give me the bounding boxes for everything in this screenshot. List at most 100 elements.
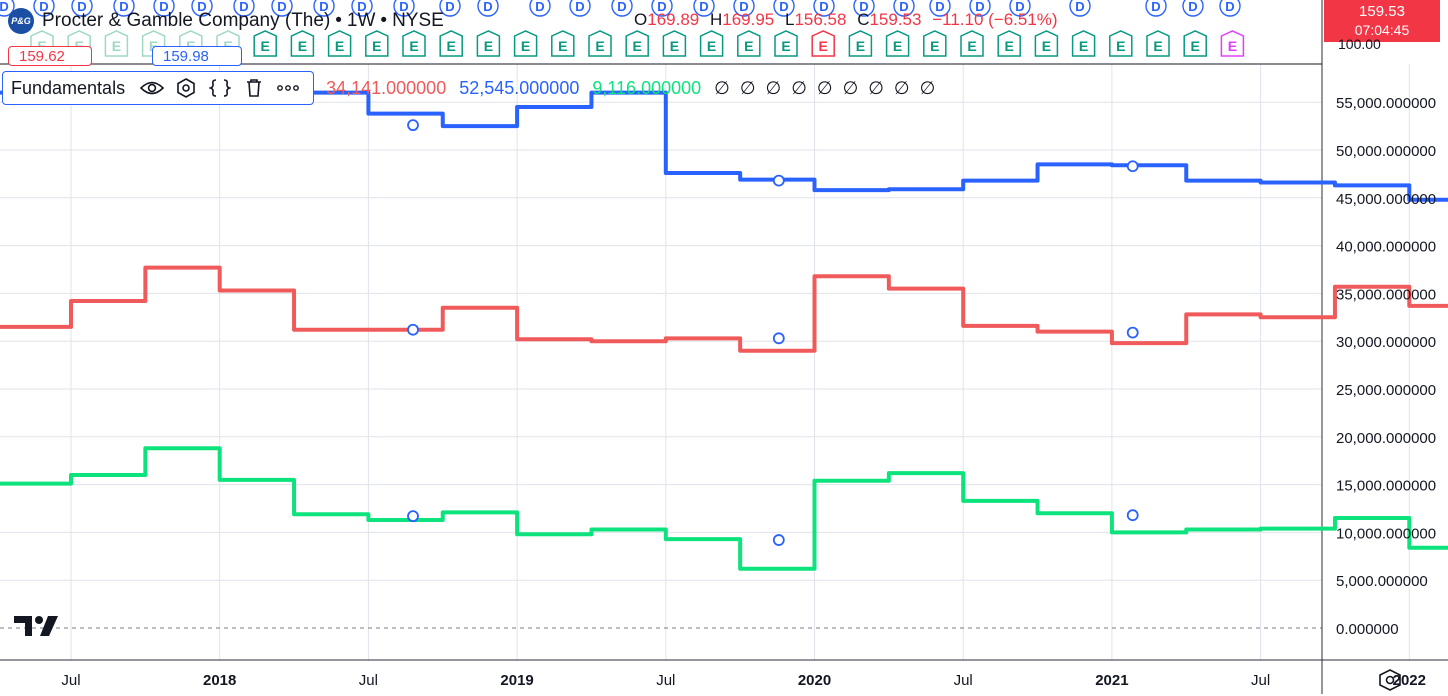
- earnings-marker[interactable]: E: [625, 30, 649, 57]
- earnings-marker[interactable]: E: [960, 30, 984, 57]
- last-price-tag: 159.53 07:04:45: [1324, 0, 1440, 42]
- dividend-marker-shape: [71, 0, 93, 17]
- earnings-marker-shape: [402, 30, 426, 57]
- earnings-marker[interactable]: E: [1071, 30, 1096, 57]
- dividend-marker-label: D: [159, 0, 168, 14]
- dividend-marker[interactable]: D: [813, 0, 835, 17]
- x-tick-label: Jul: [954, 672, 973, 689]
- earnings-marker[interactable]: E: [513, 30, 538, 57]
- dividend-marker-shape: [477, 0, 499, 17]
- earnings-marker-upcoming[interactable]: E: [1220, 30, 1245, 57]
- dividend-marker[interactable]: D: [529, 0, 551, 17]
- earnings-marker-shape: [476, 30, 501, 57]
- dividend-marker[interactable]: D: [969, 0, 991, 17]
- dividend-marker-shape: [1182, 0, 1204, 17]
- dividend-marker[interactable]: D: [233, 0, 255, 17]
- y-tick-label: 40,000.000000: [1336, 239, 1436, 256]
- report-marker[interactable]: [407, 119, 419, 132]
- chart-settings-icon[interactable]: [1378, 669, 1402, 691]
- dividend-marker[interactable]: D: [929, 0, 951, 17]
- earnings-marker[interactable]: E: [253, 30, 277, 57]
- dividend-marker[interactable]: D: [893, 0, 915, 17]
- dividend-marker-label: D: [535, 0, 544, 14]
- earnings-marker[interactable]: E: [923, 30, 947, 57]
- earnings-marker[interactable]: E: [588, 30, 612, 57]
- earnings-marker-label: E: [856, 38, 865, 54]
- dividend-marker[interactable]: D: [853, 0, 875, 17]
- earnings-marker[interactable]: E: [476, 30, 501, 57]
- source-code-icon[interactable]: [207, 75, 233, 101]
- earnings-marker[interactable]: E: [1183, 30, 1207, 57]
- earnings-marker[interactable]: E: [774, 30, 798, 57]
- tradingview-logo[interactable]: [12, 612, 60, 640]
- eye-icon[interactable]: [139, 75, 165, 101]
- legend-box[interactable]: Fundamentals: [2, 71, 315, 105]
- earnings-marker[interactable]: E: [1034, 30, 1059, 57]
- dividend-marker[interactable]: D: [71, 0, 93, 17]
- dividend-marker[interactable]: D: [313, 0, 335, 17]
- earnings-marker[interactable]: E: [439, 30, 463, 57]
- dividend-marker-label: D: [483, 0, 492, 14]
- dividend-marker[interactable]: D: [1009, 0, 1031, 17]
- dividend-marker[interactable]: D: [773, 0, 795, 17]
- dividend-marker[interactable]: D: [393, 0, 415, 17]
- price-axis[interactable]: 0.000000 5,000.000000 10,000.000000 15,000.…: [1336, 95, 1436, 638]
- trash-icon[interactable]: [241, 75, 267, 101]
- earnings-marker[interactable]: E: [1109, 30, 1133, 57]
- earnings-marker[interactable]: E: [811, 30, 835, 57]
- earnings-marker[interactable]: E: [402, 30, 426, 57]
- dividend-marker[interactable]: D: [351, 0, 373, 17]
- dividend-marker-label: D: [899, 0, 908, 14]
- earnings-marker[interactable]: E: [848, 30, 873, 57]
- time-axis[interactable]: 17Jul2018Jul2019Jul2020Jul2021Jul2022Jul…: [0, 672, 1448, 689]
- earnings-marker[interactable]: E: [551, 30, 575, 57]
- earnings-marker[interactable]: E: [997, 30, 1021, 57]
- symbol-name[interactable]: Procter & Gamble Company (The): [42, 10, 331, 31]
- dividend-marker[interactable]: D: [1182, 0, 1204, 17]
- dividend-marker[interactable]: D: [651, 0, 673, 17]
- dividend-marker[interactable]: D: [439, 0, 461, 17]
- earnings-marker[interactable]: E: [365, 30, 389, 57]
- report-marker[interactable]: [772, 534, 785, 546]
- dividend-marker[interactable]: D: [33, 0, 55, 17]
- dividend-marker[interactable]: D: [1145, 0, 1167, 17]
- report-marker[interactable]: [407, 323, 419, 336]
- earnings-marker[interactable]: E: [1146, 30, 1170, 57]
- dividend-marker[interactable]: D: [1219, 0, 1241, 17]
- earnings-marker-shape: [327, 30, 352, 57]
- x-tick-label: 2021: [1095, 672, 1128, 689]
- earnings-marker[interactable]: E: [699, 30, 724, 57]
- dividend-marker-shape: [853, 0, 875, 17]
- indicator-title[interactable]: Fundamentals: [11, 77, 126, 98]
- report-marker[interactable]: [772, 174, 785, 187]
- report-marker[interactable]: [1126, 509, 1139, 522]
- dividend-marker[interactable]: D: [271, 0, 293, 17]
- interval[interactable]: 1W: [346, 10, 376, 31]
- earnings-marker[interactable]: E: [327, 30, 352, 57]
- dividend-marker[interactable]: D: [153, 0, 175, 17]
- earnings-marker[interactable]: E: [885, 30, 910, 57]
- earnings-marker[interactable]: E: [290, 30, 315, 57]
- report-marker[interactable]: [407, 510, 419, 523]
- more-icon[interactable]: [275, 75, 301, 101]
- dividend-marker[interactable]: D: [733, 0, 755, 17]
- report-marker[interactable]: [1126, 160, 1139, 173]
- dividend-marker[interactable]: D: [611, 0, 633, 17]
- report-marker[interactable]: [772, 332, 785, 345]
- report-marker[interactable]: [1126, 326, 1139, 339]
- settings-icon[interactable]: [173, 75, 199, 101]
- dividend-marker[interactable]: D: [191, 0, 213, 17]
- y-tick-label: 5,000.000000: [1336, 573, 1428, 590]
- earnings-marker[interactable]: E: [104, 30, 129, 57]
- earnings-marker[interactable]: E: [662, 30, 687, 57]
- dividend-marker[interactable]: D: [113, 0, 135, 17]
- close-label: C: [857, 10, 870, 29]
- dividend-marker[interactable]: D: [693, 0, 715, 17]
- dividend-marker[interactable]: D: [477, 0, 499, 17]
- dividend-marker[interactable]: D: [569, 0, 591, 17]
- dividend-marker[interactable]: D: [1069, 0, 1091, 17]
- x-tick-label: 2020: [798, 672, 831, 689]
- y-tick-label: 20,000.000000: [1336, 430, 1436, 447]
- earnings-marker[interactable]: E: [737, 30, 761, 57]
